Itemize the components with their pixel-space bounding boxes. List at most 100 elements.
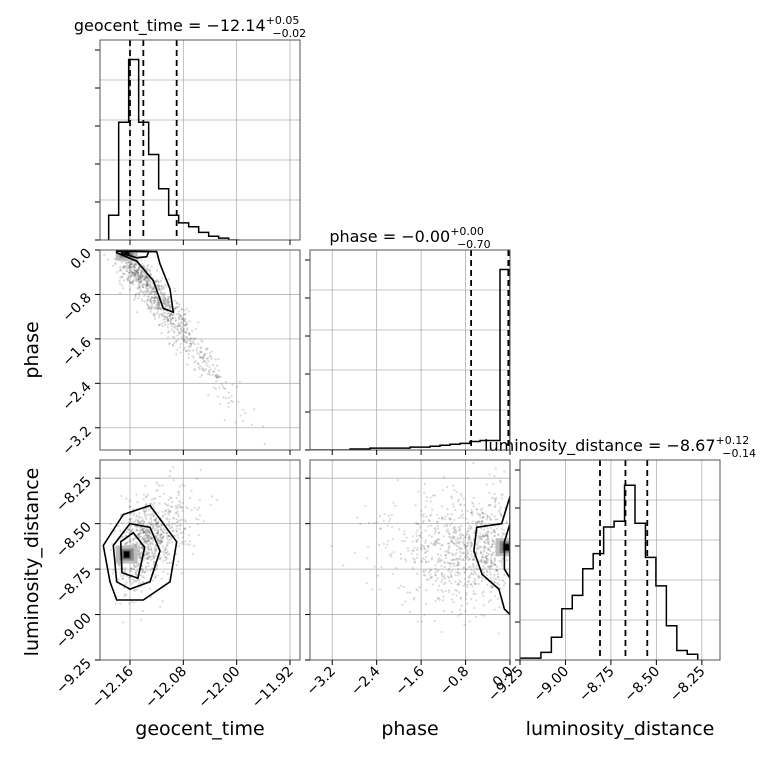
scatter-point — [134, 293, 138, 296]
scatter-point — [482, 535, 485, 538]
scatter-point — [391, 572, 394, 576]
scatter-point — [160, 524, 163, 527]
scatter-point — [134, 269, 137, 272]
scatter-point — [146, 281, 149, 285]
scatter-point — [502, 533, 505, 536]
scatter-point — [141, 275, 144, 278]
scatter-point — [489, 546, 492, 549]
scatter-point — [433, 542, 436, 545]
scatter-point — [178, 485, 181, 488]
scatter-point — [145, 557, 148, 560]
panel-frame — [309, 459, 511, 661]
scatter-point — [128, 539, 131, 542]
scatter-point — [120, 284, 124, 287]
scatter-point — [133, 262, 137, 266]
scatter-point — [423, 558, 426, 561]
scatter-point — [417, 523, 420, 526]
scatter-point — [205, 361, 208, 364]
scatter-point — [159, 541, 162, 544]
scatter-point — [144, 565, 148, 568]
scatter-point — [460, 552, 463, 555]
scatter-point — [158, 540, 162, 543]
scatter-point — [199, 468, 202, 471]
scatter-point — [203, 354, 206, 358]
scatter-point — [133, 269, 137, 272]
scatter-point — [446, 550, 449, 553]
scatter-point — [154, 555, 157, 558]
scatter-point — [447, 548, 450, 551]
scatter-point — [157, 301, 160, 305]
scatter-point — [162, 318, 165, 321]
scatter-point — [411, 540, 414, 543]
scatter-point — [163, 295, 166, 298]
scatter-point — [138, 265, 141, 268]
scatter-point — [427, 525, 430, 528]
scatter-point — [468, 557, 471, 560]
scatter-point — [132, 511, 135, 515]
contour-line — [119, 531, 146, 580]
panel-grid — [310, 460, 510, 660]
scatter-point — [423, 491, 426, 494]
scatter-point — [142, 273, 145, 276]
histogram-geocent_time — [107, 40, 239, 240]
scatter-point — [460, 514, 463, 517]
scatter-point — [149, 536, 153, 540]
scatter-point — [486, 515, 489, 518]
scatter-point — [500, 527, 503, 531]
scatter-point — [160, 523, 163, 526]
scatter-point — [137, 297, 140, 300]
scatter-point — [463, 565, 466, 569]
scatter-point — [160, 540, 163, 544]
scatter-point — [202, 359, 206, 362]
scatter-point — [173, 522, 176, 525]
scatter-point — [134, 273, 137, 276]
scatter-point — [162, 286, 165, 289]
scatter-point — [194, 360, 198, 363]
density-phase-luminosity_distance — [330, 461, 510, 635]
scatter-point — [448, 524, 452, 527]
scatter-point — [149, 536, 152, 539]
scatter-point — [166, 543, 169, 546]
scatter-point — [445, 523, 448, 526]
scatter-point — [408, 610, 412, 613]
scatter-point — [165, 532, 169, 535]
scatter-point — [155, 523, 158, 527]
scatter-point — [436, 539, 439, 542]
scatter-point — [466, 545, 469, 548]
scatter-point — [366, 557, 369, 560]
scatter-point — [144, 276, 147, 279]
scatter-point — [148, 270, 151, 273]
scatter-point — [205, 347, 208, 350]
scatter-point — [219, 403, 222, 406]
scatter-point — [145, 279, 148, 282]
scatter-point — [499, 480, 503, 484]
scatter-point — [261, 425, 265, 428]
scatter-point — [182, 337, 185, 340]
ytick-label: −1.6 — [59, 334, 94, 369]
scatter-point — [502, 529, 506, 532]
scatter-point — [161, 530, 164, 533]
scatter-point — [424, 555, 428, 559]
scatter-point — [138, 553, 141, 557]
scatter-point — [158, 306, 161, 309]
scatter-point — [160, 313, 164, 316]
scatter-point — [167, 301, 170, 304]
scatter-point — [143, 277, 146, 281]
scatter-point — [451, 503, 455, 506]
scatter-point — [164, 558, 167, 562]
scatter-point — [503, 532, 507, 535]
scatter-point — [170, 496, 173, 500]
scatter-point — [449, 536, 452, 539]
scatter-point — [112, 569, 115, 572]
scatter-point — [470, 573, 473, 576]
scatter-point — [170, 522, 174, 525]
scatter-point — [438, 598, 441, 601]
scatter-point — [146, 298, 149, 301]
scatter-point — [141, 271, 144, 274]
scatter-point — [189, 349, 192, 352]
scatter-point — [125, 269, 128, 272]
scatter-point — [449, 571, 452, 574]
scatter-point — [456, 564, 459, 567]
scatter-point — [143, 278, 146, 281]
scatter-point — [446, 575, 450, 578]
